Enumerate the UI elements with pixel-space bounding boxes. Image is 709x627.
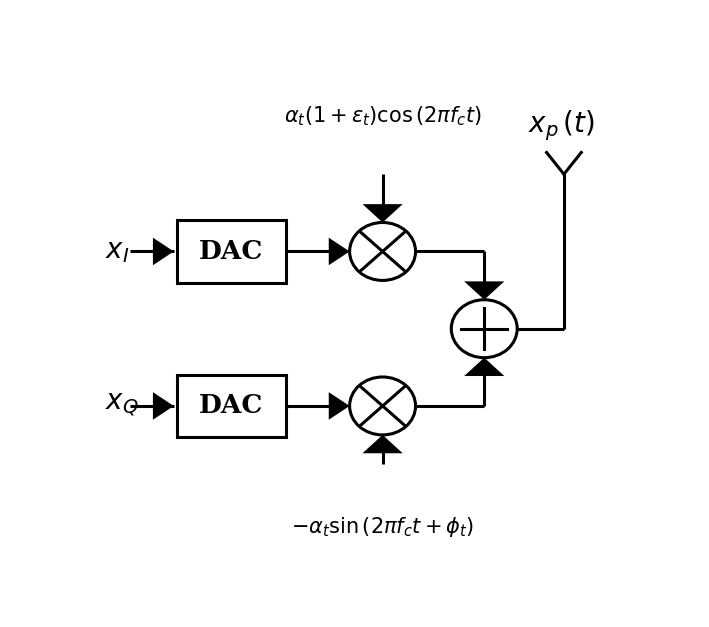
Polygon shape xyxy=(153,238,174,265)
Polygon shape xyxy=(153,392,174,419)
Text: $x_Q$: $x_Q$ xyxy=(105,393,139,419)
Polygon shape xyxy=(329,392,350,419)
Polygon shape xyxy=(329,238,350,265)
Text: DAC: DAC xyxy=(199,239,264,264)
Polygon shape xyxy=(464,357,504,376)
Bar xyxy=(177,374,286,438)
Text: $x_I$: $x_I$ xyxy=(105,238,130,265)
Text: $\alpha_t\left(1+\varepsilon_t\right)\cos\left(2\pi f_c t\right)$: $\alpha_t\left(1+\varepsilon_t\right)\co… xyxy=(284,105,481,128)
Text: $-\alpha_t\sin\left(2\pi f_c t+\phi_t\right)$: $-\alpha_t\sin\left(2\pi f_c t+\phi_t\ri… xyxy=(291,515,474,539)
Text: $x_p\,(t)$: $x_p\,(t)$ xyxy=(527,108,595,143)
Polygon shape xyxy=(362,435,403,453)
Polygon shape xyxy=(464,282,504,300)
Text: DAC: DAC xyxy=(199,394,264,418)
Polygon shape xyxy=(362,204,403,223)
Bar xyxy=(177,220,286,283)
